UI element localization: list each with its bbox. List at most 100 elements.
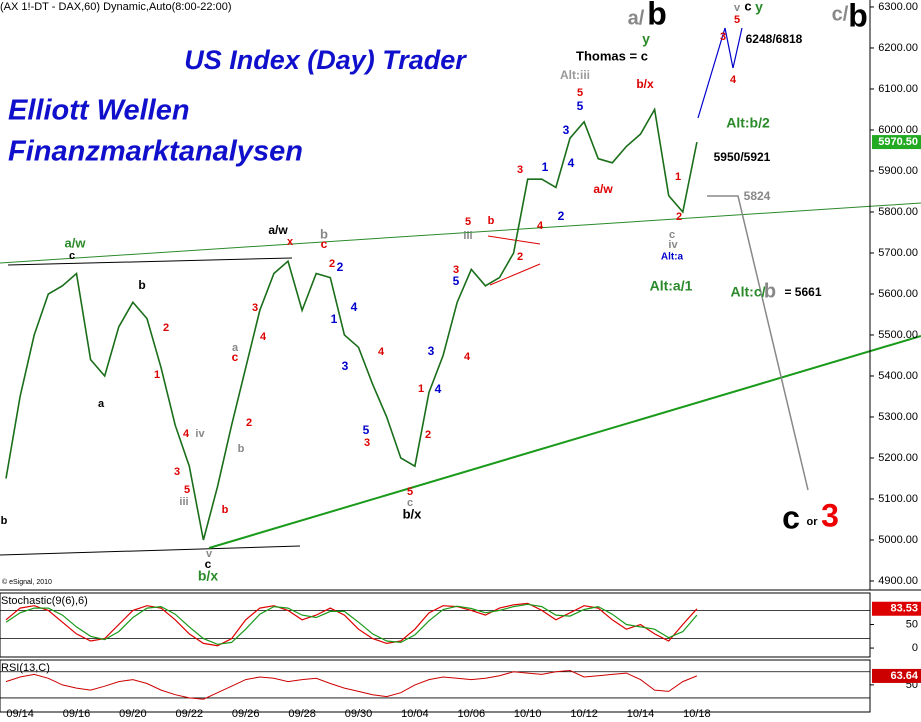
wave-label: b [238,443,245,455]
last-value-box [872,135,921,150]
panel-frame [0,659,871,713]
x-tick-label: 09/14 [6,708,34,720]
wave-label: a/ [628,7,645,29]
y-tick-label: 50 [906,618,918,630]
wave-label: Thomas = c [576,48,648,63]
wave-label: a/w [65,235,87,250]
y-tick-label: 6000.00 [878,124,918,136]
y-tick-label: 5600.00 [878,288,918,300]
wave-label: 2 [337,260,344,274]
wave-label: c [669,229,675,241]
panel-label: Stochastic(9(6),6) [1,595,88,607]
wave-label: 4 [183,428,190,440]
wave-label: 5 [363,423,370,437]
wave-label: iv [195,428,205,440]
panel-label: RSI(13,C) [1,662,50,674]
x-tick-label: 10/10 [514,708,542,720]
wave-label: v [734,2,741,14]
wave-label: iv [668,239,678,251]
wave-label: 3 [563,123,570,137]
wave-label: 3 [720,31,726,43]
wave-label: b [647,0,667,31]
y-tick-label: 5800.00 [878,206,918,218]
data-line [5,602,698,647]
wave-label: Alt:c/ [731,284,766,300]
wave-label: 5824 [744,189,771,203]
y-tick-label: 5100.00 [878,493,918,505]
y-tick-label: 5400.00 [878,370,918,382]
copyright: © eSignal, 2010 [2,578,52,586]
projection [707,195,809,491]
wave-label: 1 [154,369,160,381]
wave-label: b [320,226,328,241]
wave-label: 3 [517,164,523,176]
wave-label: b [138,278,145,292]
y-tick-label: 6100.00 [878,83,918,95]
trendline [487,235,541,245]
wave-label: c [782,499,800,535]
wave-label: 3 [453,264,459,276]
last-value-label: 83.53 [890,603,918,615]
wave-label: 5 [577,99,584,113]
wave-label: 2 [558,209,565,223]
y-tick-label: 5900.00 [878,165,918,177]
wave-label: 5 [184,484,190,496]
wave-label: c [232,350,239,364]
y-tick-label: 5300.00 [878,411,918,423]
wave-label: b [222,504,229,516]
wave-label: y [642,31,650,47]
wave-label: Alt:a/1 [650,278,693,294]
wave-label: b [848,0,868,33]
header: (AX 1!-DT - DAX,60) Dynamic,Auto(8:00-22… [0,1,232,13]
wave-label: c [205,557,212,571]
wave-label: c [744,0,751,13]
data-line [5,107,698,541]
x-tick-label: 09/16 [63,708,91,720]
wave-label: 1 [418,383,424,395]
wave-label: 3 [428,344,435,358]
wave-label: Alt:b/2 [726,115,770,131]
wave-label: a/w [268,223,288,237]
data-line [5,669,698,700]
x-tick-label: 10/06 [458,708,486,720]
y-tick-label: 5200.00 [878,452,918,464]
wave-label: x [287,236,294,248]
trendline [7,257,293,266]
x-tick-label: 10/14 [627,708,655,720]
x-tick-label: 09/28 [288,708,316,720]
wave-label: 4 [537,220,544,232]
wave-label: 5 [407,486,413,498]
wave-label: 6248/6818 [746,32,803,46]
wave-label: 2 [517,251,523,263]
trendline [208,335,921,549]
y-tick-label: 4900.00 [878,575,918,587]
projection [697,27,743,119]
wave-label: b [764,280,776,302]
wave-label: a [98,398,105,410]
wave-label: b/x [198,568,218,584]
wave-label: 2 [163,322,169,334]
wave-label: 1 [675,171,681,183]
chart-title: US Index (Day) Trader [184,45,467,75]
trendline [489,263,541,286]
wave-label: b [1,515,8,527]
wave-label: 2 [246,417,252,429]
wave-label: 4 [260,331,267,343]
last-value-box [872,668,921,683]
x-tick-label: 10/18 [683,708,711,720]
wave-label: = 5661 [784,285,821,299]
wave-label: b/x [636,77,654,91]
wave-label: iii [463,230,472,242]
wave-label: 4 [730,74,737,86]
wave-label: 5950/5921 [714,150,771,164]
subtitle: Finanzmarktanalysen [8,136,303,168]
wave-label: 3 [821,497,839,533]
wave-label: 4 [351,300,358,314]
wave-label: b [488,215,495,227]
wave-label: 3 [174,466,180,478]
wave-label: 3 [252,302,258,314]
wave-label: iii [179,496,188,508]
x-tick-label: 09/26 [232,708,260,720]
